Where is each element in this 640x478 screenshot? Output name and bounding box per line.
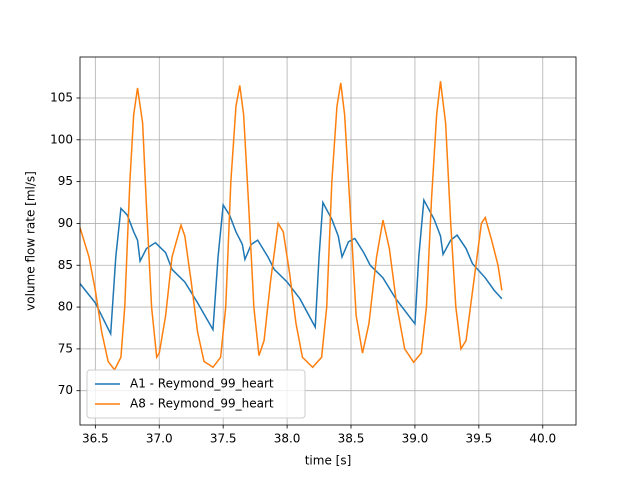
legend-label: A8 - Reymond_99_heart	[130, 397, 274, 411]
y-tick-label: 90	[58, 216, 73, 230]
x-tick-label: 38.0	[274, 432, 301, 446]
plot-frame	[79, 56, 577, 426]
x-tick-label: 36.5	[82, 432, 109, 446]
x-tick-label: 39.5	[465, 432, 492, 446]
x-tick-label: 37.5	[210, 432, 237, 446]
y-tick-label: 95	[58, 174, 73, 188]
y-tick-label: 70	[58, 383, 73, 397]
x-tick-label: 39.0	[402, 432, 429, 446]
legend-label: A1 - Reymond_99_heart	[130, 377, 274, 391]
data-line	[80, 197, 503, 337]
y-tick-label: 80	[58, 300, 73, 314]
x-tick-label: 37.0	[146, 432, 173, 446]
x-tick-label: 38.5	[338, 432, 365, 446]
legend-box	[86, 369, 306, 419]
y-tick-label: 85	[58, 258, 73, 272]
data-line	[80, 81, 503, 372]
y-axis-label: volume flow rate [ml/s]	[24, 171, 38, 311]
y-tick-label: 75	[58, 341, 73, 355]
x-axis-label: time [s]	[305, 454, 352, 468]
y-tick-label: 105	[50, 90, 73, 104]
y-tick-label: 100	[50, 132, 73, 146]
x-tick-label: 40.0	[529, 432, 556, 446]
